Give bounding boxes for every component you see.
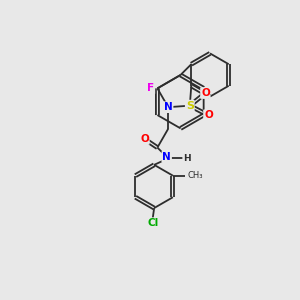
Text: O: O: [140, 134, 149, 144]
Text: CH₃: CH₃: [187, 171, 202, 180]
Text: H: H: [183, 154, 191, 163]
Text: F: F: [147, 83, 155, 93]
Text: O: O: [204, 110, 213, 120]
Text: S: S: [186, 101, 194, 111]
Text: O: O: [201, 88, 210, 98]
Text: N: N: [162, 152, 171, 162]
Text: Cl: Cl: [147, 218, 158, 228]
Text: N: N: [164, 102, 172, 112]
